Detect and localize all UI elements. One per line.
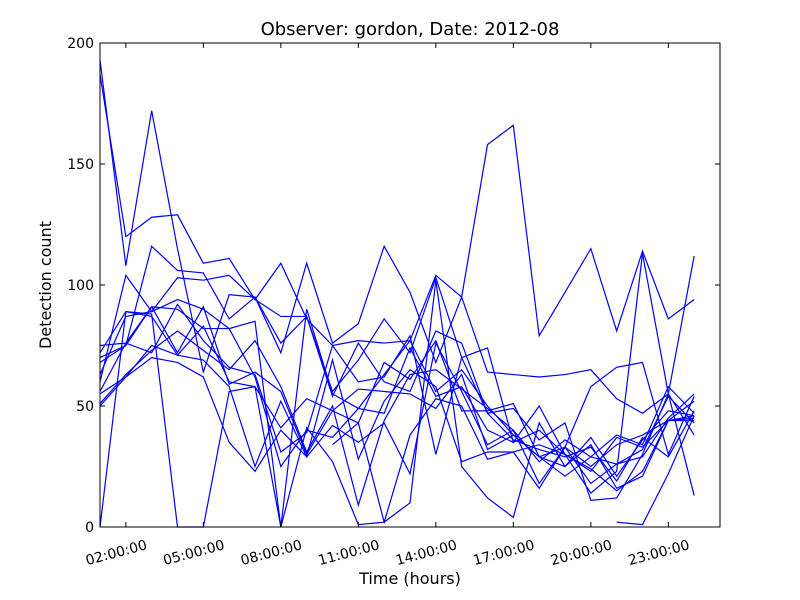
series-line-2 [99, 74, 695, 414]
series-line-14 [332, 398, 695, 525]
series-line-1 [99, 59, 695, 375]
chart-title: Observer: gordon, Date: 2012-08 [261, 19, 560, 40]
series-line-11 [99, 341, 695, 485]
y-tick-label-5: 200 [67, 36, 94, 52]
series-line-6 [99, 306, 695, 473]
y-tick-label-3: 100 [67, 278, 94, 294]
y-axis: 0 50 100 150 200 [67, 36, 720, 536]
series-line-15 [616, 415, 695, 526]
x-axis-title: Time (hours) [358, 569, 461, 588]
series-layer [99, 59, 695, 528]
series-line-12 [99, 356, 695, 490]
series-line-7 [99, 310, 695, 468]
series-line-4 [99, 245, 695, 502]
series-line-8 [99, 305, 695, 478]
series-line-10 [99, 330, 695, 508]
y-tick-label-4: 150 [67, 157, 94, 173]
y-tick-label-2: 50 [76, 399, 94, 415]
y-axis-title: Detection count [36, 221, 55, 349]
series-line-3 [99, 253, 695, 495]
y-tick-label-1: 0 [85, 520, 94, 536]
